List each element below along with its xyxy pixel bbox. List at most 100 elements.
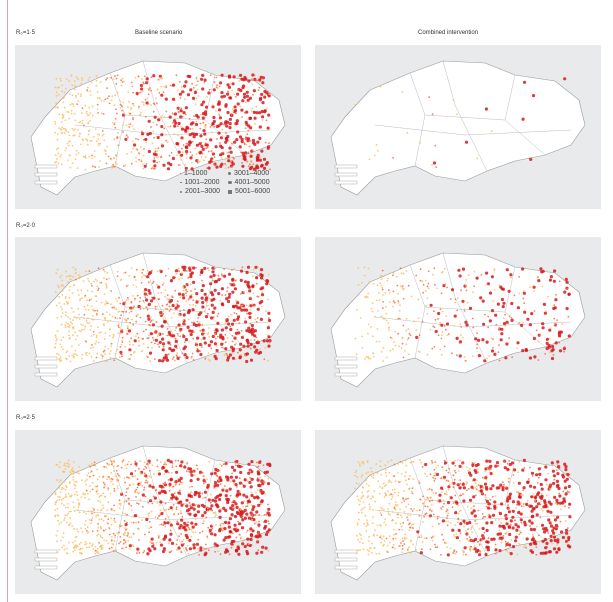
case-dot [233, 140, 237, 144]
case-dot [72, 461, 75, 463]
case-dot [183, 309, 185, 311]
case-dot [249, 342, 253, 346]
case-dot [206, 483, 210, 487]
case-dot [197, 323, 201, 327]
case-dot [57, 93, 60, 96]
case-dot [401, 537, 404, 540]
case-dot [179, 500, 183, 504]
case-dot [241, 164, 245, 168]
case-dot [147, 272, 151, 276]
case-dot [515, 506, 517, 509]
case-dot [54, 343, 57, 345]
case-dot [155, 147, 157, 150]
case-dot [233, 514, 238, 519]
case-dot [248, 289, 252, 293]
case-dot [147, 119, 151, 123]
case-dot [132, 128, 135, 130]
case-dot [428, 96, 431, 99]
case-dot [402, 498, 404, 501]
case-dot [264, 493, 267, 495]
case-dot [184, 163, 187, 166]
case-dot [363, 522, 365, 525]
case-dot [468, 306, 473, 310]
case-dot [235, 536, 238, 539]
case-dot [229, 475, 233, 479]
case-dot [166, 294, 169, 297]
case-dot [359, 317, 362, 319]
case-dot [197, 159, 200, 162]
case-dot [136, 502, 138, 504]
case-dot [456, 459, 459, 461]
case-dot [64, 506, 67, 509]
case-dot [136, 486, 139, 489]
case-dot [194, 103, 197, 105]
case-dot [57, 152, 59, 155]
case-dot [381, 508, 383, 510]
case-dot [431, 539, 434, 542]
case-dot [365, 356, 368, 358]
case-dot [214, 329, 216, 332]
case-dot [169, 125, 172, 128]
case-dot [116, 465, 118, 468]
case-dot [148, 469, 151, 472]
case-dot [424, 462, 428, 467]
case-dot [430, 496, 432, 499]
case-dot [495, 323, 498, 326]
reclaimed-land [334, 557, 358, 562]
case-dot [226, 83, 230, 87]
case-dot [445, 322, 450, 326]
case-dot [259, 348, 261, 351]
case-dot [120, 343, 123, 346]
case-dot [543, 311, 547, 315]
case-dot [535, 505, 539, 509]
case-dot [134, 462, 138, 466]
case-dot [199, 122, 202, 125]
case-dot [176, 520, 179, 523]
case-dot [523, 80, 527, 84]
case-dot [213, 288, 217, 292]
case-dot [134, 514, 138, 518]
case-dot [147, 149, 151, 154]
case-dot [519, 530, 521, 532]
case-dot [66, 111, 69, 113]
case-dot [177, 134, 179, 137]
case-dot [195, 120, 198, 123]
case-dot [73, 546, 76, 549]
case-dot [212, 279, 214, 282]
case-dot [146, 275, 150, 279]
case-dot [238, 477, 241, 480]
case-dot [86, 474, 89, 477]
case-dot [91, 488, 94, 491]
case-dot [56, 158, 58, 160]
case-dot [216, 321, 220, 325]
case-dot [162, 163, 166, 167]
case-dot [196, 468, 199, 470]
case-dot [525, 546, 527, 549]
case-dot [484, 313, 486, 316]
case-dot [246, 160, 249, 163]
case-dot [453, 314, 457, 318]
case-dot [532, 485, 537, 489]
case-dot [250, 323, 254, 328]
case-dot [139, 316, 142, 319]
case-dot [59, 343, 62, 346]
case-dot [545, 528, 549, 532]
case-dot [127, 298, 130, 301]
case-dot [119, 350, 123, 354]
case-dot [89, 140, 92, 142]
case-dot [207, 498, 211, 502]
case-dot [68, 541, 70, 544]
case-dot [130, 310, 133, 313]
case-dot [199, 274, 202, 276]
case-dot [159, 543, 164, 547]
case-dot [150, 476, 152, 478]
case-dot [196, 464, 198, 467]
case-dot [116, 348, 119, 351]
case-dot [556, 544, 558, 546]
case-dot [247, 129, 250, 132]
case-dot [73, 510, 76, 512]
case-dot [156, 102, 158, 105]
case-dot [165, 508, 168, 511]
case-dot [436, 517, 439, 520]
case-dot [256, 307, 260, 311]
